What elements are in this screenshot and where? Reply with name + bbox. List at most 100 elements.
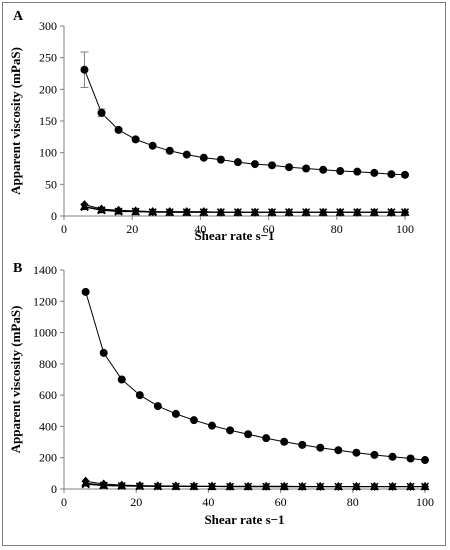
- panel-b-x-tick-label: 40: [202, 495, 214, 509]
- panel-b-series-cross-point: [280, 482, 289, 491]
- panel-b-series-circle-line: [85, 291, 426, 461]
- panel-b-series-circle-point: [135, 391, 144, 400]
- panel-b-series-cross-point: [153, 482, 162, 491]
- panel-b-series-circle-point: [352, 448, 361, 457]
- panel-a-series-circle-point: [165, 146, 174, 155]
- panel-b-y-tick-label: 1400: [33, 263, 57, 277]
- panel-a-series-circle-point: [250, 160, 259, 169]
- panel-b-series-circle-point: [117, 375, 126, 384]
- figure-frame: [2, 2, 446, 546]
- panel-a-series-cross-point: [302, 208, 311, 217]
- panel-b-series-circle-point: [298, 440, 307, 449]
- panel-a-series-circle-point: [114, 125, 123, 134]
- panel-b-series-circle-point: [226, 426, 235, 435]
- panel-b-series-circle-point: [99, 348, 108, 357]
- panel-a-series-circle-point: [97, 108, 106, 117]
- panel-b-series-circle-point: [370, 450, 379, 459]
- chart-panel-b: B 0 200 400 600 800 1000 1200 1400 0 20 40 60 80 100 S…: [8, 261, 434, 527]
- panel-b-series-cross-point: [262, 482, 271, 491]
- panel-b-series-cross-point: [171, 482, 180, 491]
- panel-a-series-triangle-point: [148, 207, 158, 216]
- panel-a-series-cross-point: [267, 208, 277, 217]
- chart-panel-a: A 0 50 100 150 200 250 300 0 20 40 60 80 100 Shear ra…: [8, 9, 414, 243]
- panel-a-series-cross-point: [97, 206, 106, 215]
- panel-b-series-cross-point: [298, 482, 307, 491]
- panel-b-series-cross-line: [85, 483, 425, 488]
- panel-a-x-axis-title: Shear rate s−1: [194, 228, 274, 243]
- panel-label-a: A: [13, 9, 24, 24]
- panel-a-series-cross-point: [165, 208, 174, 217]
- panel-b-series-cross-point: [420, 482, 430, 491]
- panel-b-y-tick-label: 1200: [33, 294, 57, 308]
- panel-a-series-circle-point: [182, 150, 191, 159]
- panel-a-series-circle-point: [401, 170, 409, 179]
- panel-a-series-cross-point: [387, 208, 396, 217]
- panel-a-y-tick-label: 50: [45, 177, 57, 191]
- panel-b-series-cross-point: [352, 482, 361, 491]
- panel-b-series-circle-point: [262, 434, 271, 443]
- panel-b-series-cross-point: [81, 480, 90, 489]
- panel-a-series-circle-point: [285, 163, 294, 172]
- panel-a-y-tick-label: 0: [51, 209, 57, 223]
- panel-b-x-tick-label: 100: [416, 495, 434, 509]
- panel-a-series-circle-point: [387, 170, 396, 179]
- panel-a-series-cross-point: [233, 208, 242, 217]
- panel-a-x-tick-label: 60: [263, 222, 275, 236]
- panel-b-series-circle-point: [388, 452, 397, 461]
- panel-b-x-tick-label: 0: [61, 495, 67, 509]
- panel-a-series-circle-point: [268, 161, 277, 170]
- panel-a-series-triangle-point: [97, 205, 107, 214]
- panel-a-series-cross-point: [216, 208, 225, 217]
- panel-b-series-cross-point: [226, 482, 235, 491]
- panel-a-series-cross-point: [285, 208, 294, 217]
- panel-a-series-cross-line: [84, 206, 405, 213]
- panel-b-series-cross-point: [316, 482, 325, 491]
- panel-a-series-cross-point: [250, 208, 259, 217]
- panel-a-series-circle-point: [131, 135, 140, 144]
- panel-a-series-circle-point: [319, 165, 328, 174]
- panel-b-series-circle-point: [171, 409, 180, 418]
- panel-a-series-cross-point: [400, 208, 410, 217]
- panel-a-y-tick-label: 150: [39, 114, 57, 128]
- panel-a-y-tick-label: 100: [39, 146, 57, 160]
- panel-b-x-tick-label: 60: [275, 495, 287, 509]
- panel-a-series-cross-point: [131, 207, 140, 216]
- panel-a-series-cross-point: [353, 208, 362, 217]
- panel-a-series-circle-point: [80, 65, 89, 74]
- panel-b-x-axis-title: Shear rate s−1: [204, 512, 284, 527]
- panel-b-series-circle-point: [244, 430, 253, 439]
- panel-b-series-circle-point: [316, 443, 325, 452]
- panel-a-series-circle-line: [84, 69, 406, 176]
- panel-a-series-circle-point: [199, 153, 208, 162]
- panel-label-b: B: [13, 261, 22, 276]
- panel-b-series-circle-point: [421, 456, 429, 465]
- panel-a-x-tick-label: 80: [331, 222, 343, 236]
- panel-b-series-cross-point: [244, 482, 253, 491]
- panel-b-y-tick-label: 600: [39, 388, 57, 402]
- panel-a-y-tick-label: 300: [39, 19, 57, 33]
- panel-a-y-axis-title: Apparent viscosity (mPaS): [8, 47, 23, 195]
- panel-a-series-circle-point: [370, 168, 379, 177]
- panel-a-series-circle-point: [336, 167, 345, 176]
- panel-a-x-tick-label: 20: [126, 222, 138, 236]
- panel-b-series-cross-point: [135, 482, 144, 491]
- panel-b-series-cross-point: [388, 482, 397, 491]
- panel-b-series-circle-point: [81, 287, 90, 296]
- panel-a-y-tick-label: 200: [39, 82, 57, 96]
- panel-a-x-tick-label: 100: [396, 222, 414, 236]
- panel-a-x-tick-label: 0: [61, 222, 67, 236]
- panel-b-series-circle-point: [153, 402, 162, 411]
- panel-b-y-tick-label: 800: [39, 357, 57, 371]
- panel-b-series-circle-point: [334, 446, 343, 455]
- panel-a-series-circle-point: [353, 167, 362, 176]
- panel-a-series-cross-point: [370, 208, 379, 217]
- panel-a-series-circle-point: [216, 155, 225, 164]
- panel-a-series-cross-point: [114, 207, 123, 216]
- panel-b-series-cross-point: [189, 482, 198, 491]
- panel-b-series-circle-point: [189, 416, 198, 425]
- panel-a-series-circle-point: [302, 164, 311, 173]
- panel-a-series-cross-point: [319, 208, 328, 217]
- panel-b-series-cross-point: [406, 482, 415, 491]
- panel-b-x-tick-label: 80: [347, 495, 359, 509]
- panel-b-x-tick-label: 20: [130, 495, 142, 509]
